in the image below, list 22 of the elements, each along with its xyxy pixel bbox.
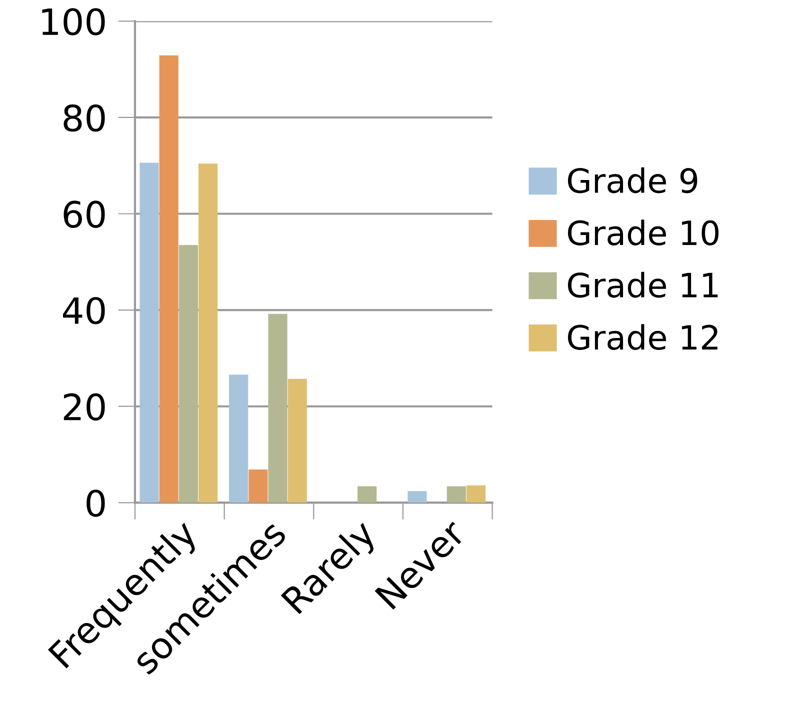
bar	[248, 469, 268, 503]
bar	[159, 55, 178, 503]
bar	[446, 486, 466, 503]
bar	[198, 164, 218, 503]
y-tick-label: 20	[64, 393, 105, 421]
bar	[229, 374, 248, 503]
bar	[408, 491, 427, 503]
bar	[140, 162, 159, 503]
bar	[288, 378, 307, 503]
y-tick-label: 100	[42, 8, 105, 36]
legend-label: Grade 9	[568, 167, 698, 194]
bar	[178, 245, 198, 503]
bar	[466, 485, 486, 503]
legend-label: Grade 11	[568, 272, 718, 298]
y-tick-label: 40	[63, 296, 105, 324]
y-tick-label: 80	[64, 104, 105, 132]
legend-label: Grade 10	[568, 220, 719, 246]
legend-label: Grade 12	[568, 324, 718, 350]
bar	[358, 486, 377, 503]
y-tick-label: 60	[64, 200, 105, 228]
bar	[268, 314, 288, 503]
y-tick-label: 0	[86, 490, 105, 517]
